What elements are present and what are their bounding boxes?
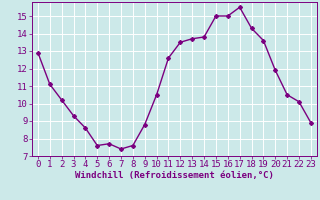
- X-axis label: Windchill (Refroidissement éolien,°C): Windchill (Refroidissement éolien,°C): [75, 171, 274, 180]
